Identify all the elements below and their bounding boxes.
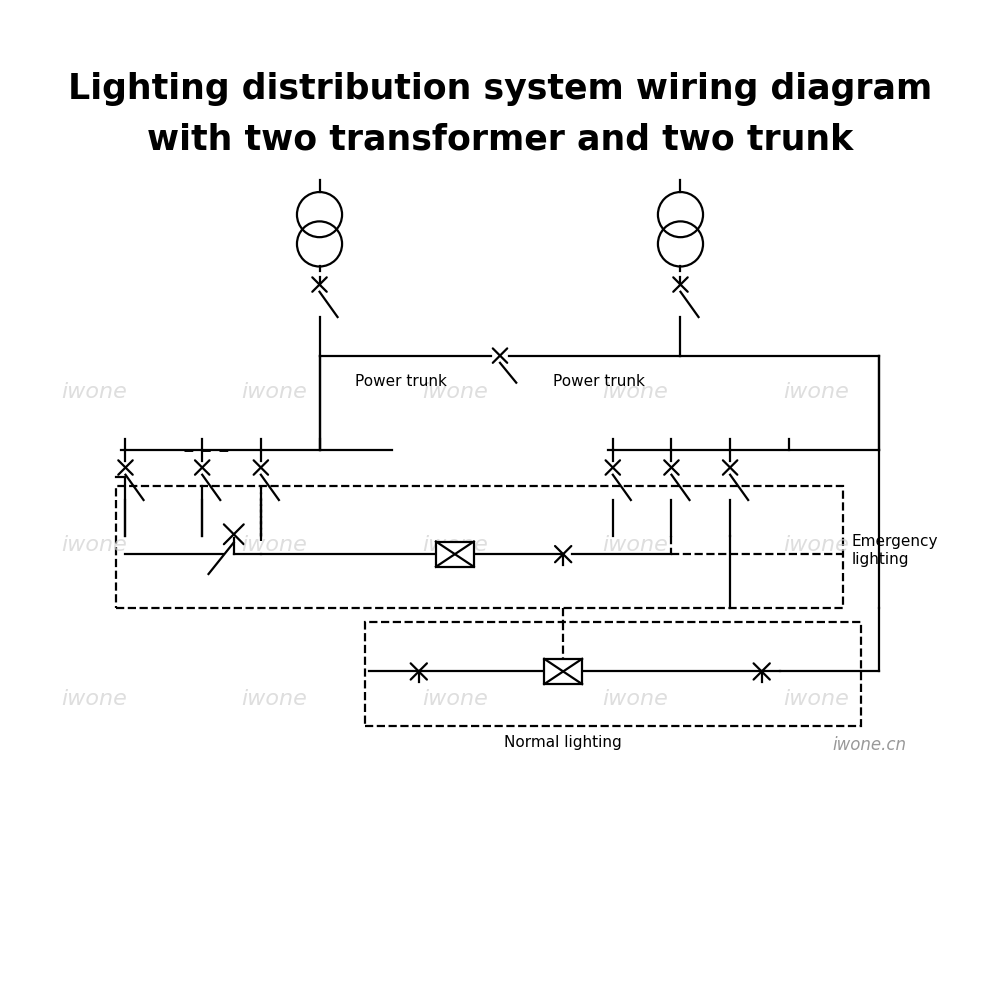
Text: iwone: iwone bbox=[602, 382, 668, 402]
Text: iwone: iwone bbox=[602, 689, 668, 709]
Text: with two transformer and two trunk: with two transformer and two trunk bbox=[147, 122, 853, 156]
Text: iwone: iwone bbox=[241, 689, 307, 709]
Bar bbox=[436, 542, 474, 567]
Text: iwone: iwone bbox=[61, 689, 127, 709]
Text: iwone: iwone bbox=[241, 382, 307, 402]
Text: Lighting distribution system wiring diagram: Lighting distribution system wiring diag… bbox=[68, 72, 932, 106]
Text: iwone: iwone bbox=[422, 689, 488, 709]
Bar bbox=[116, 486, 843, 608]
Text: iwone: iwone bbox=[783, 382, 849, 402]
Text: Emergency
lighting: Emergency lighting bbox=[852, 534, 938, 567]
Text: iwone: iwone bbox=[422, 535, 488, 555]
Text: iwone: iwone bbox=[241, 535, 307, 555]
Text: Power trunk: Power trunk bbox=[553, 374, 645, 389]
Text: Power trunk: Power trunk bbox=[355, 374, 447, 389]
Text: iwone: iwone bbox=[61, 535, 127, 555]
Text: iwone: iwone bbox=[783, 535, 849, 555]
Text: iwone.cn: iwone.cn bbox=[832, 736, 906, 754]
Text: iwone: iwone bbox=[422, 382, 488, 402]
Bar bbox=[544, 659, 582, 684]
Text: Normal lighting: Normal lighting bbox=[504, 735, 622, 750]
Text: iwone: iwone bbox=[602, 535, 668, 555]
Text: iwone: iwone bbox=[783, 689, 849, 709]
Bar bbox=[365, 622, 861, 726]
Text: iwone: iwone bbox=[61, 382, 127, 402]
